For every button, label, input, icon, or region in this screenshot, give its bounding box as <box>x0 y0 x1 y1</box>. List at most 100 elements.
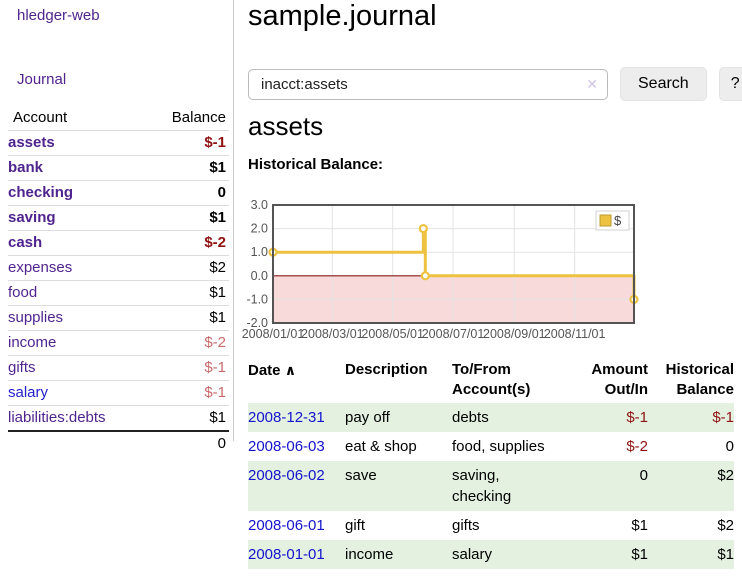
sidebar-item-journal[interactable]: Journal <box>17 71 67 88</box>
svg-text:2008/07/01: 2008/07/01 <box>422 327 485 341</box>
svg-text:3.0: 3.0 <box>251 198 268 212</box>
account-balance: $2 <box>142 255 229 281</box>
accounts-table-header: Account Balance <box>8 107 229 131</box>
svg-text:0.0: 0.0 <box>251 269 268 283</box>
account-balance: $-2 <box>142 330 229 356</box>
search-input[interactable] <box>248 68 608 100</box>
page-title: sample.journal <box>248 0 437 32</box>
transaction-accounts: saving, checking <box>452 461 574 511</box>
table-row: 2008-06-01 gift gifts $1 $2 <box>248 511 734 540</box>
account-balance: $1 <box>142 405 229 431</box>
account-balance: $-1 <box>142 130 229 156</box>
account-link-liabilities-debts[interactable]: liabilities:debts <box>8 409 106 426</box>
account-link-supplies[interactable]: supplies <box>8 309 64 326</box>
register-header-balance: Historical Balance <box>665 361 734 398</box>
account-balance: $1 <box>142 305 229 331</box>
historical-balance-chart: $3.0 2.0 1.0 0.0 -1.0 -2.0 2008/01/01 2008/03/0… <box>242 197 648 347</box>
table-row: 2008-12-31 pay off debts $-1 $-1 <box>248 403 734 432</box>
transaction-date-link[interactable]: 2008-12-31 <box>248 409 325 426</box>
table-row: 2008-01-01 income salary $1 $1 <box>248 540 734 569</box>
register-header-accounts: To/From Account(s) <box>452 361 531 398</box>
transaction-date-link[interactable]: 2008-06-02 <box>248 467 325 484</box>
transaction-date-link[interactable]: 2008-01-01 <box>248 546 325 563</box>
account-row: checking 0 <box>8 180 229 206</box>
accounts-table: Account Balance assets $-1 bank $1 checking 0… <box>8 107 229 456</box>
register-header-amount: Amount Out/In <box>591 361 648 398</box>
account-row: cash $-2 <box>8 230 229 256</box>
transaction-date-link[interactable]: 2008-06-01 <box>248 517 325 534</box>
register-table: Date ∧ Description To/From Account(s) Am… <box>248 357 734 569</box>
accounts-header-balance: Balance <box>171 109 226 126</box>
svg-text:1.0: 1.0 <box>251 245 268 259</box>
account-link-bank[interactable]: bank <box>8 159 44 176</box>
account-row: gifts $-1 <box>8 355 229 381</box>
transaction-balance: $2 <box>717 517 734 534</box>
svg-text:2008/09/01: 2008/09/01 <box>483 327 546 341</box>
transaction-date-link[interactable]: 2008-06-03 <box>248 438 325 455</box>
account-balance: $1 <box>142 205 229 231</box>
account-link-gifts[interactable]: gifts <box>8 359 36 376</box>
search-box: ✕ <box>248 68 608 100</box>
clear-search-icon[interactable]: ✕ <box>586 75 598 92</box>
account-balance: $1 <box>142 155 229 181</box>
account-link-checking[interactable]: checking <box>8 184 74 201</box>
transaction-amount: $-1 <box>574 403 648 432</box>
account-link-food[interactable]: food <box>8 284 38 301</box>
search-button[interactable]: Search <box>620 67 707 101</box>
transaction-balance: $-1 <box>648 403 734 432</box>
account-balance: 0 <box>142 180 229 206</box>
transaction-description: gift <box>345 517 366 534</box>
transaction-amount: 0 <box>574 461 648 511</box>
svg-text:$: $ <box>614 213 622 228</box>
account-row: supplies $1 <box>8 305 229 331</box>
search-row: ✕ Search ? <box>248 66 742 102</box>
svg-text:-1.0: -1.0 <box>246 292 268 306</box>
transaction-description: pay off <box>345 403 452 432</box>
transaction-accounts: salary <box>452 540 574 569</box>
account-row: bank $1 <box>8 155 229 181</box>
accounts-total-value: 0 <box>142 430 229 456</box>
account-row: assets $-1 <box>8 130 229 156</box>
help-button[interactable]: ? <box>718 67 742 101</box>
transaction-accounts: debts <box>452 403 574 432</box>
svg-text:-2.0: -2.0 <box>246 316 268 330</box>
transaction-description: save <box>345 461 452 511</box>
account-link-saving[interactable]: saving <box>8 209 56 226</box>
sort-ascending-icon: ∧ <box>284 362 297 378</box>
register-header-row: Date ∧ Description To/From Account(s) Am… <box>248 357 734 403</box>
account-balance: $1 <box>142 280 229 306</box>
svg-text:2008/11/01: 2008/11/01 <box>544 327 606 341</box>
accounts-header-account: Account <box>13 109 68 126</box>
account-row: liabilities:debts $1 <box>8 405 229 431</box>
transaction-accounts: food, supplies <box>452 438 545 455</box>
svg-text:2008/03/01: 2008/03/01 <box>301 327 364 341</box>
transaction-amount: $1 <box>574 540 648 569</box>
account-link-income[interactable]: income <box>8 334 57 351</box>
sidebar-divider <box>233 0 234 441</box>
transaction-balance: $1 <box>648 540 734 569</box>
account-row: saving $1 <box>8 205 229 231</box>
register-header-date[interactable]: Date ∧ <box>248 357 345 403</box>
account-link-expenses[interactable]: expenses <box>8 259 73 276</box>
chart-label: Historical Balance: <box>248 156 384 173</box>
account-link-cash[interactable]: cash <box>8 234 43 251</box>
table-row: 2008-06-02 save saving, checking 0 $2 <box>248 461 734 511</box>
account-row: income $-2 <box>8 330 229 356</box>
table-row: 2008-06-03 eat & shop food, supplies $-2 0 <box>248 432 734 461</box>
account-link-salary[interactable]: salary <box>8 384 49 401</box>
transaction-amount: $-2 <box>626 438 648 455</box>
transaction-description: income <box>345 540 452 569</box>
account-link-assets[interactable]: assets <box>8 134 55 151</box>
transaction-amount: $1 <box>631 517 648 534</box>
chart-canvas: $3.0 2.0 1.0 0.0 -1.0 -2.02008/01/012008/03/0… <box>242 198 639 341</box>
accounts-total-row: 0 <box>8 430 229 456</box>
transaction-description: eat & shop <box>345 438 417 455</box>
account-row: expenses $2 <box>8 255 229 281</box>
date-header-label: Date <box>248 362 281 379</box>
account-row: salary $-1 <box>8 380 229 406</box>
app-title-link[interactable]: hledger-web <box>17 7 100 24</box>
account-row: food $1 <box>8 280 229 306</box>
register-header-description: Description <box>345 361 428 378</box>
svg-text:2008/05/01: 2008/05/01 <box>361 327 424 341</box>
account-balance: $-1 <box>142 355 229 381</box>
